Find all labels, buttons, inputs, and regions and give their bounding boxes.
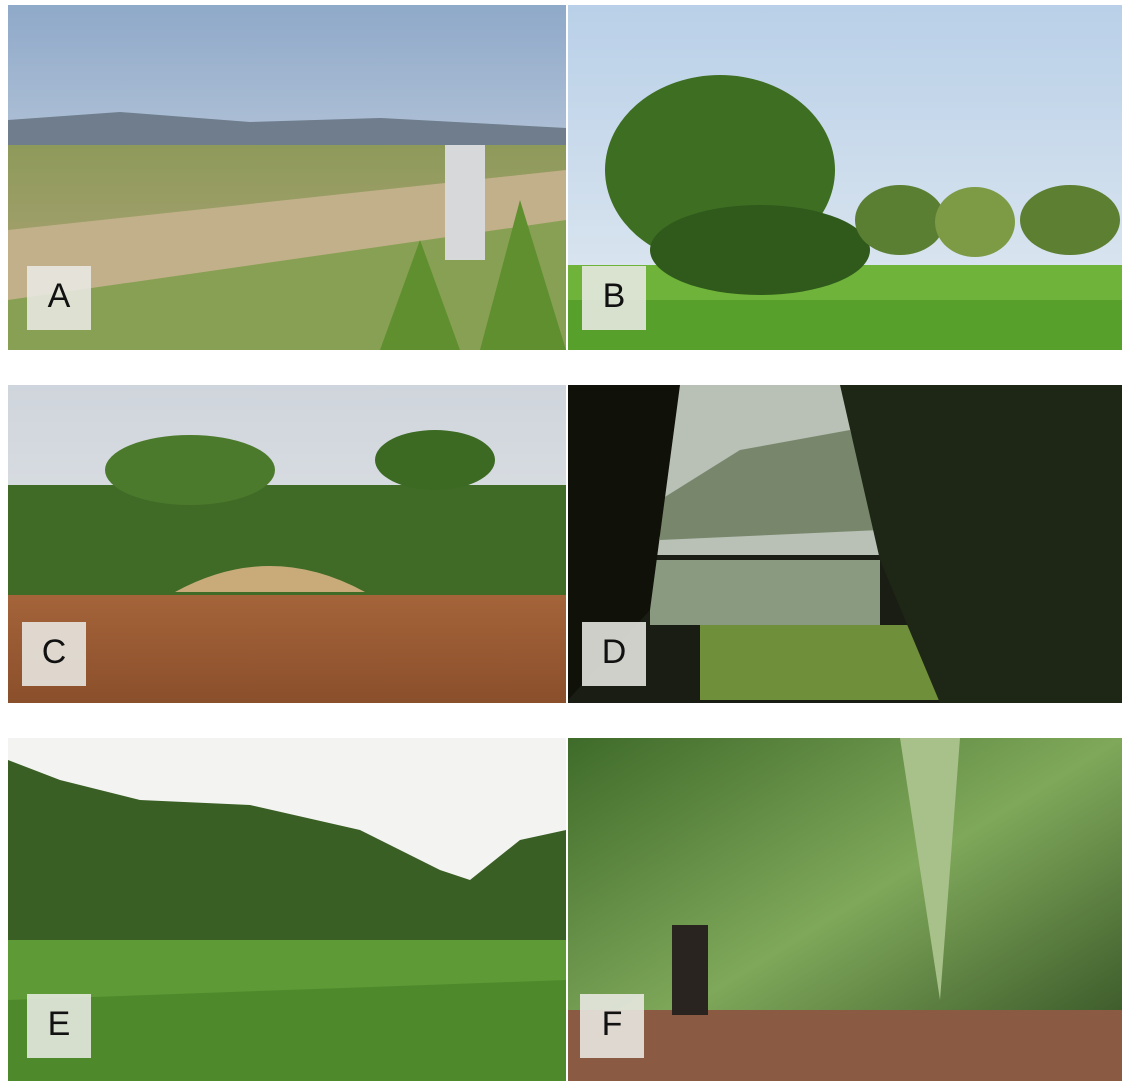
panel-label: B bbox=[603, 277, 626, 315]
photo-a bbox=[8, 5, 566, 350]
photo-f bbox=[568, 738, 1122, 1081]
panel-label: E bbox=[48, 1005, 71, 1043]
label-c: C bbox=[22, 622, 86, 686]
label-b: B bbox=[582, 266, 646, 330]
label-f: F bbox=[580, 994, 644, 1058]
panel-label: A bbox=[48, 277, 71, 315]
figure: A B C D E F bbox=[0, 0, 1123, 1081]
photo-d bbox=[568, 385, 1122, 703]
panel-label: F bbox=[602, 1005, 623, 1043]
photo-c bbox=[8, 385, 566, 703]
panel-label: C bbox=[42, 633, 67, 671]
photo-b bbox=[568, 5, 1122, 350]
label-d: D bbox=[582, 622, 646, 686]
label-e: E bbox=[27, 994, 91, 1058]
panel-label: D bbox=[602, 633, 627, 671]
label-a: A bbox=[27, 266, 91, 330]
photo-e bbox=[8, 738, 566, 1081]
